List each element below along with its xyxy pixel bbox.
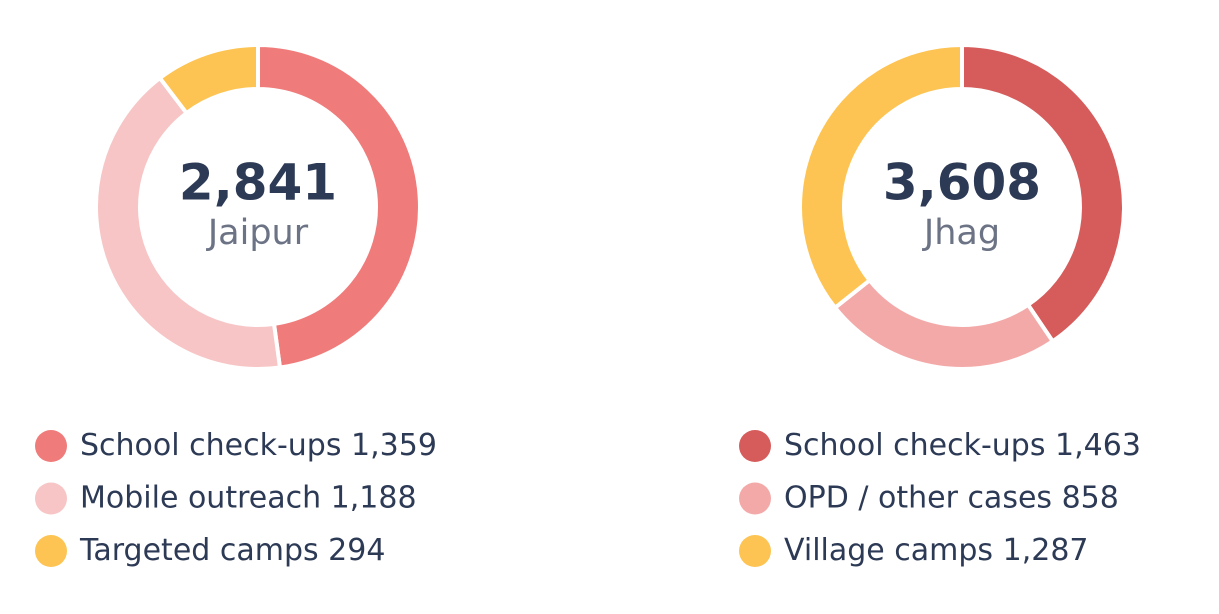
legend-label: OPD / other cases 858 bbox=[784, 480, 1119, 515]
legend-value: 294 bbox=[328, 533, 385, 568]
donut-segment bbox=[798, 42, 964, 311]
legend-value: 1,287 bbox=[1003, 533, 1089, 568]
legend-swatch bbox=[739, 430, 771, 462]
legend-value: 858 bbox=[1062, 480, 1119, 515]
donut-segment bbox=[94, 75, 283, 371]
center-total: 2,841 bbox=[179, 154, 337, 212]
donut-segment bbox=[157, 42, 260, 116]
center-title: Jaipur bbox=[206, 213, 309, 253]
legend-category: Village camps bbox=[784, 533, 993, 568]
legend-value: 1,463 bbox=[1055, 428, 1141, 463]
center-title: Jhag bbox=[922, 213, 1000, 253]
legend-value: 1,188 bbox=[331, 480, 417, 515]
legend-label: School check-ups 1,359 bbox=[80, 428, 437, 463]
legend-swatch bbox=[35, 482, 67, 515]
legend-swatch bbox=[739, 482, 771, 515]
legend-label: Mobile outreach 1,188 bbox=[80, 480, 417, 515]
center-total: 3,608 bbox=[883, 154, 1041, 212]
donut-segment bbox=[256, 42, 422, 370]
legend-swatch bbox=[35, 535, 67, 567]
legend-category: School check-ups bbox=[80, 428, 341, 463]
legend-value: 1,359 bbox=[351, 428, 437, 463]
legend-swatch bbox=[35, 430, 67, 462]
legend-category: School check-ups bbox=[784, 428, 1045, 463]
legend-label: School check-ups 1,463 bbox=[784, 428, 1141, 463]
legend-label: Village camps 1,287 bbox=[784, 533, 1089, 568]
donut-segment bbox=[832, 277, 1056, 371]
legend-swatch bbox=[739, 535, 771, 567]
donut-segment bbox=[960, 42, 1127, 345]
legend-label: Targeted camps 294 bbox=[79, 533, 385, 568]
legend-category: Targeted camps bbox=[79, 533, 319, 568]
legend-category: OPD / other cases bbox=[784, 480, 1052, 515]
legend-category: Mobile outreach bbox=[80, 480, 321, 515]
